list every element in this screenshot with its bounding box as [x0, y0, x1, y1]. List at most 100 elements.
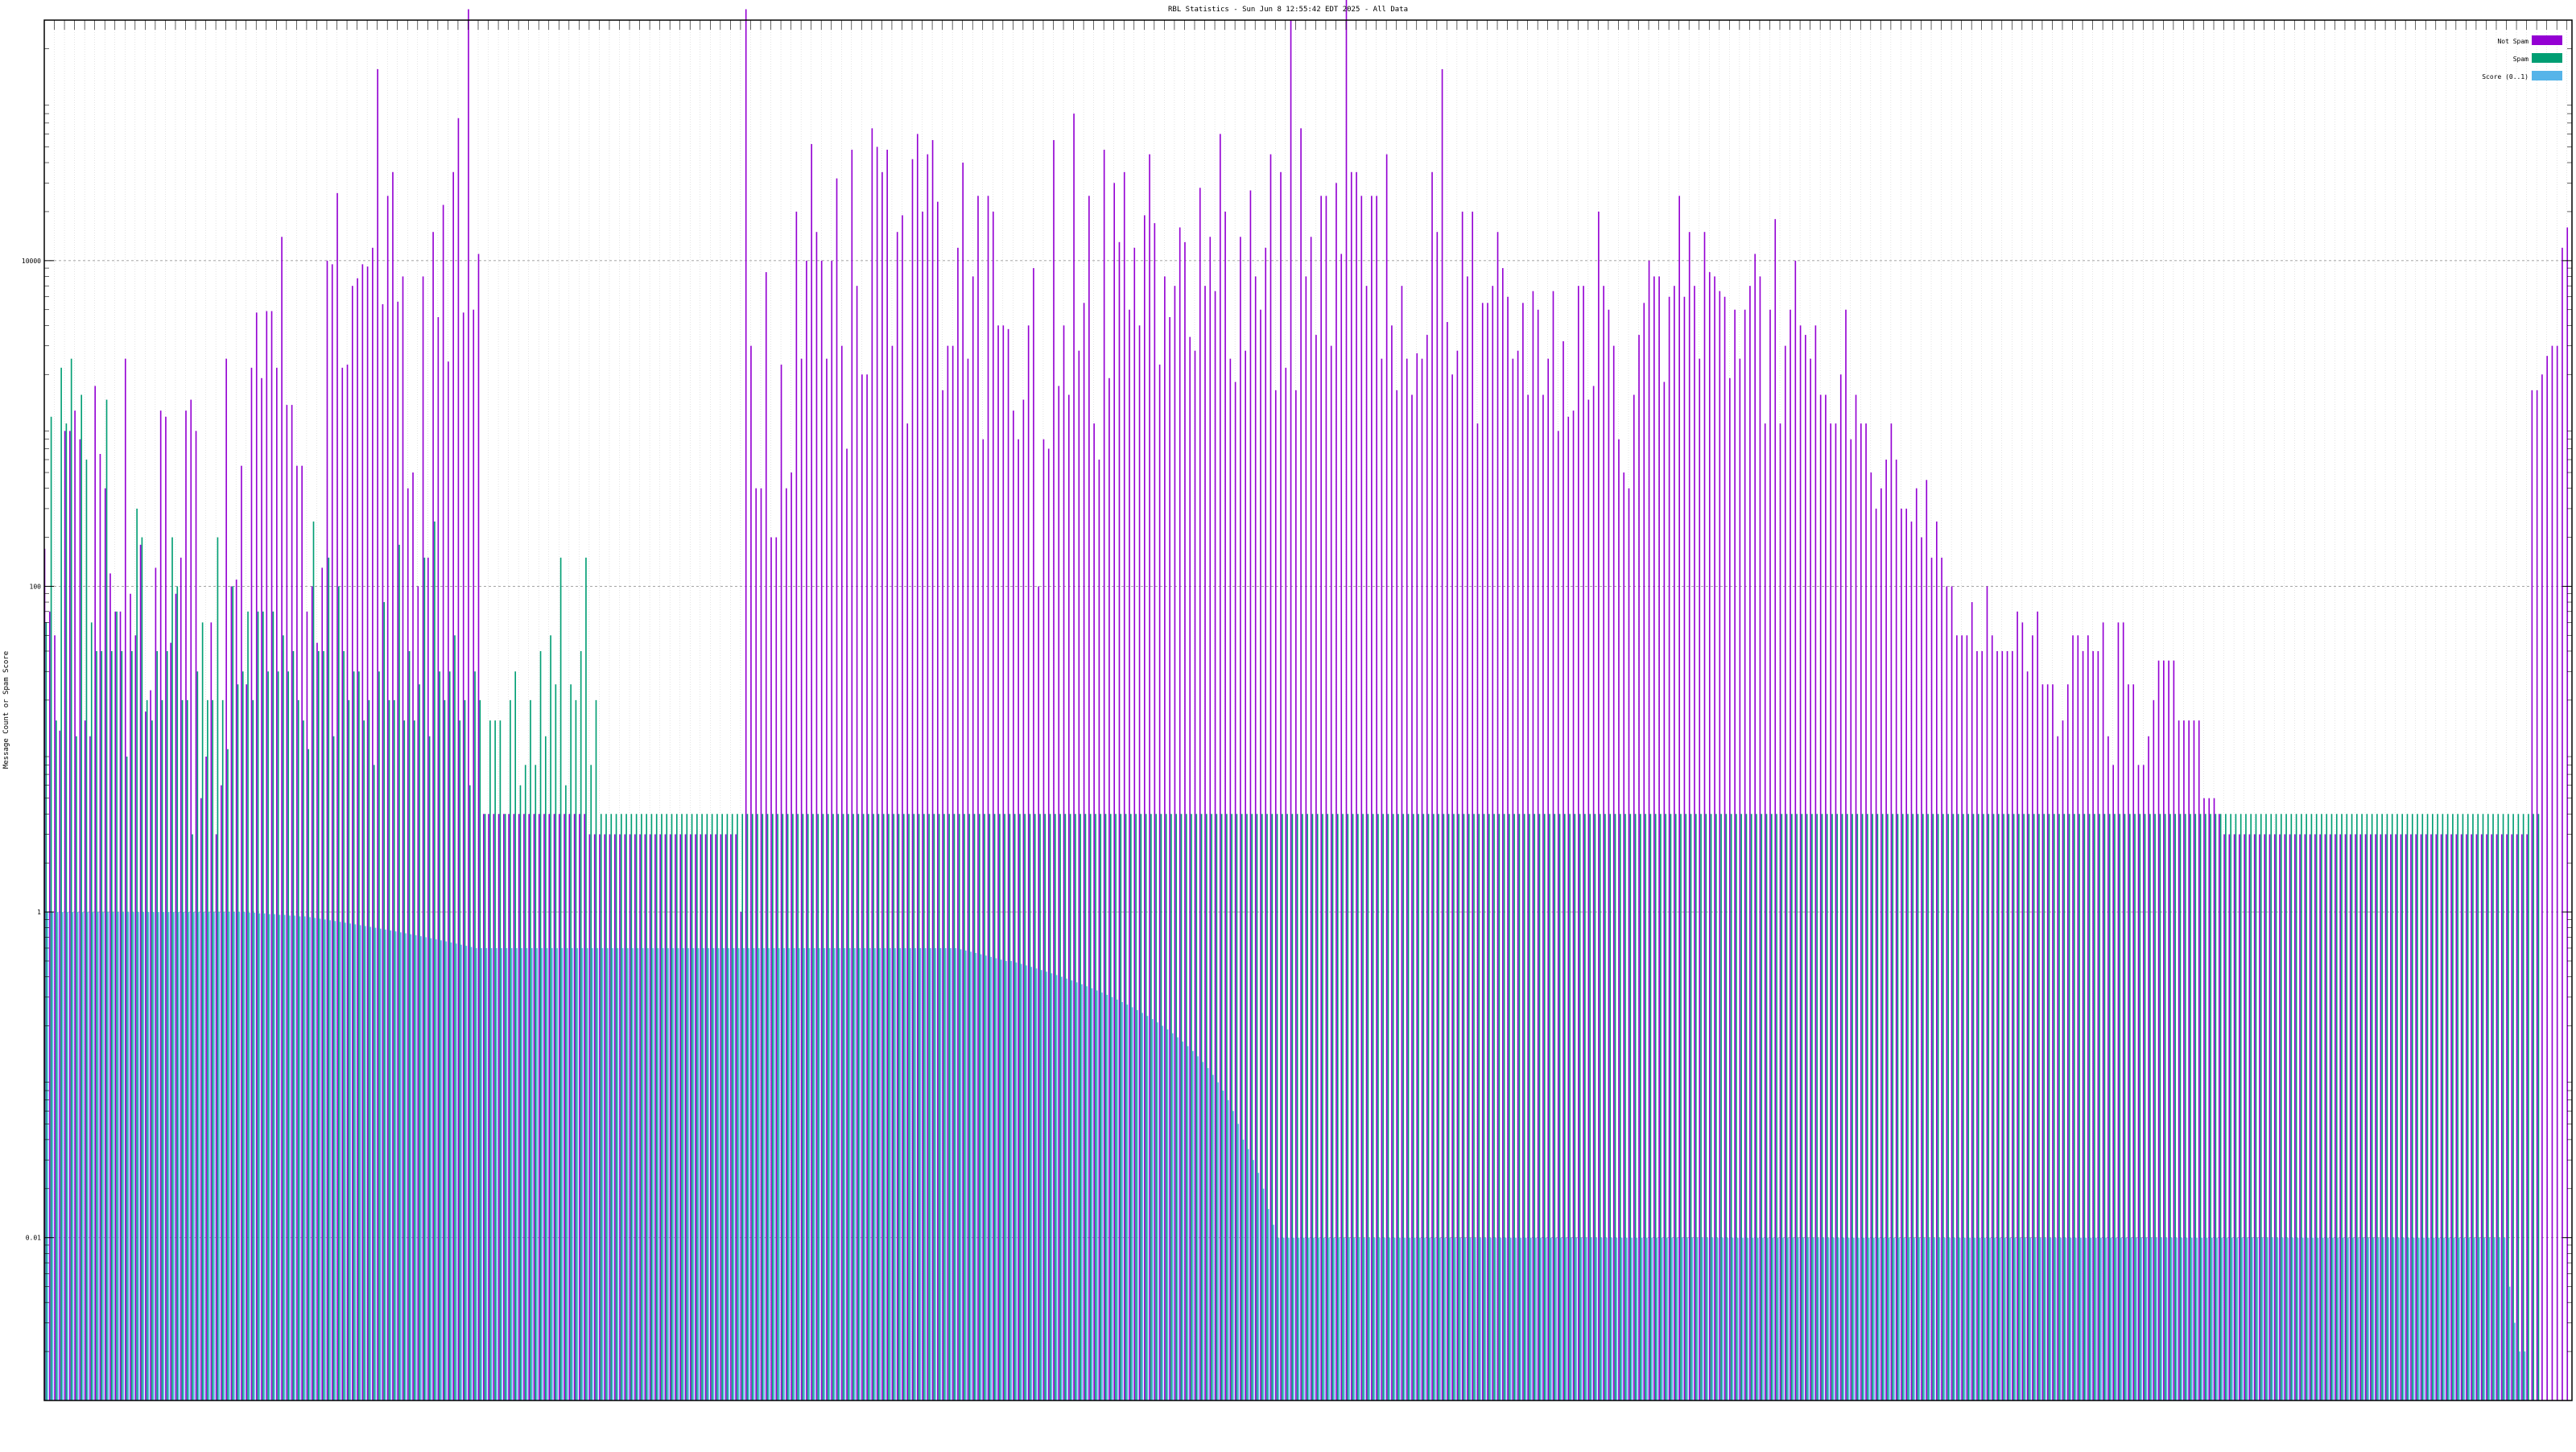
bar-score-0-1 — [1137, 1009, 1138, 1400]
bar-not-spam — [2440, 834, 2442, 1400]
bar-spam — [1826, 814, 1828, 1400]
bar-spam — [1796, 814, 1798, 1400]
bar-score-0-1 — [617, 947, 619, 1400]
bar-score-0-1 — [864, 947, 866, 1400]
bar-score-0-1 — [2074, 1237, 2077, 1400]
bar-score-0-1 — [279, 914, 281, 1400]
bar-spam — [908, 814, 910, 1400]
bar-not-spam — [1169, 316, 1170, 1400]
bar-score-0-1 — [748, 947, 750, 1400]
bar-not-spam — [564, 814, 565, 1400]
bar-score-0-1 — [551, 947, 553, 1400]
bar-score-0-1 — [572, 947, 573, 1400]
bar-not-spam — [906, 423, 909, 1400]
bar-not-spam — [2223, 834, 2225, 1400]
bar-not-spam — [1991, 635, 1993, 1400]
bar-score-0-1 — [848, 947, 851, 1400]
bar-spam — [474, 671, 476, 1400]
bar-spam — [1579, 814, 1581, 1400]
bar-score-0-1 — [1585, 1237, 1587, 1400]
bar-score-0-1 — [799, 947, 800, 1400]
bar-not-spam — [99, 453, 101, 1400]
bar-spam — [802, 814, 804, 1400]
bar-score-0-1 — [828, 947, 831, 1400]
bar-not-spam — [301, 465, 303, 1401]
bar-spam — [2038, 814, 2040, 1400]
bar-spam — [2134, 814, 2136, 1400]
bar-score-0-1 — [258, 913, 261, 1400]
bar-spam — [2003, 814, 2004, 1400]
bar-not-spam — [795, 211, 798, 1401]
bar-not-spam — [1033, 268, 1034, 1401]
bar-spam — [1013, 814, 1016, 1400]
bar-score-0-1 — [662, 947, 664, 1400]
bar-score-0-1 — [924, 947, 927, 1400]
bar-not-spam — [639, 834, 641, 1400]
bar-spam — [388, 699, 390, 1400]
bar-spam — [1029, 814, 1031, 1400]
bar-spam — [373, 765, 375, 1400]
bar-score-0-1 — [238, 912, 241, 1400]
bar-spam — [2008, 814, 2010, 1400]
bar-spam — [1418, 814, 1419, 1400]
bar-score-0-1 — [1616, 1237, 1618, 1400]
bar-not-spam — [2037, 611, 2038, 1400]
bar-score-0-1 — [1974, 1237, 1976, 1400]
bar-score-0-1 — [970, 951, 972, 1400]
bar-spam — [1937, 814, 1939, 1400]
bar-spam — [1861, 814, 1864, 1400]
bar-spam — [328, 557, 330, 1400]
bar-not-spam — [1325, 196, 1327, 1401]
bar-spam — [358, 671, 360, 1400]
bar-not-spam — [911, 159, 914, 1400]
bar-score-0-1 — [516, 947, 518, 1400]
bar-not-spam — [2213, 798, 2215, 1400]
bar-not-spam — [1038, 586, 1040, 1400]
bar-not-spam — [1436, 232, 1439, 1401]
bar-spam — [978, 814, 980, 1400]
bar-spam — [2533, 814, 2534, 1400]
bar-not-spam — [538, 814, 540, 1400]
bar-score-0-1 — [1943, 1237, 1946, 1400]
bar-score-0-1 — [1818, 1237, 1819, 1400]
bar-not-spam — [2521, 834, 2523, 1400]
bar-score-0-1 — [1197, 1056, 1199, 1400]
bar-spam — [232, 586, 234, 1400]
bar-not-spam — [1174, 286, 1176, 1400]
bar-score-0-1 — [717, 947, 720, 1400]
bar-score-0-1 — [708, 947, 709, 1400]
bar-not-spam — [1320, 196, 1322, 1401]
bar-spam — [2230, 814, 2231, 1400]
bar-score-0-1 — [369, 926, 372, 1400]
bar-spam — [882, 814, 885, 1400]
bar-spam — [812, 814, 814, 1400]
bar-score-0-1 — [254, 912, 255, 1400]
bar-spam — [842, 814, 844, 1400]
bar-spam — [1307, 814, 1308, 1400]
bar-spam — [1236, 814, 1238, 1400]
bar-score-0-1 — [919, 947, 922, 1400]
bar-not-spam — [755, 488, 758, 1400]
bar-spam — [1509, 814, 1510, 1400]
bar-score-0-1 — [1288, 1237, 1290, 1400]
bar-score-0-1 — [2388, 1237, 2390, 1400]
bar-spam — [948, 814, 951, 1400]
bar-score-0-1 — [2504, 1237, 2506, 1400]
bar-not-spam — [1799, 325, 1802, 1401]
bar-score-0-1 — [1747, 1237, 1749, 1400]
bar-score-0-1 — [1535, 1237, 1537, 1400]
plot-frame — [43, 19, 2573, 1401]
bar-not-spam — [59, 730, 61, 1400]
bar-score-0-1 — [1979, 1237, 1981, 1400]
bar-spam — [1952, 814, 1955, 1400]
bar-score-0-1 — [1772, 1237, 1774, 1400]
bar-not-spam — [1678, 196, 1680, 1401]
bar-spam — [1791, 814, 1793, 1400]
bar-not-spam — [1547, 358, 1550, 1400]
bar-not-spam — [659, 834, 661, 1400]
bar-spam — [283, 635, 284, 1400]
bar-score-0-1 — [1171, 1033, 1174, 1400]
bar-spam — [615, 814, 617, 1400]
bar-spam — [1498, 814, 1501, 1400]
